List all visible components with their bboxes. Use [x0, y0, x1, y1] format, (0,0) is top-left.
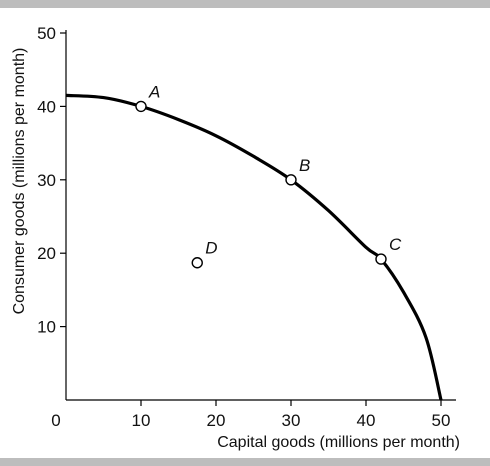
x-tick-label: 40: [357, 411, 376, 430]
point-b-label: B: [299, 156, 310, 175]
chart-svg: 0 10 20 30 40 50 10 20 30 40 50 A B C D Capital goods…: [11, 24, 460, 451]
axes: [65, 30, 456, 401]
ppf-curve: [65, 93, 443, 401]
point-a-marker: [135, 100, 147, 113]
point-d-marker: [191, 257, 203, 269]
chart-frame: 0 10 20 30 40 50 10 20 30 40 50 A B C D Capital goods…: [0, 8, 490, 458]
y-tick-label: 10: [37, 318, 56, 337]
ticks: [60, 32, 442, 406]
y-tick-label: 40: [37, 97, 56, 116]
y-tick-label: 30: [37, 171, 56, 190]
y-tick-label: 20: [37, 244, 56, 263]
points: A B C D: [135, 82, 402, 269]
point-c-marker: [375, 253, 387, 265]
point-d-label: D: [205, 239, 217, 258]
y-axis-title: Consumer goods (millions per month): [11, 48, 28, 315]
point-b-marker: [285, 174, 297, 186]
y-tick-label: 50: [37, 24, 56, 43]
x-tick-label: 20: [207, 411, 226, 430]
point-a-label: A: [148, 82, 160, 101]
x-tick-label: 50: [432, 411, 451, 430]
x-tick-label: 30: [282, 411, 301, 430]
x-tick-label: 10: [132, 411, 151, 430]
x-axis-title: Capital goods (millions per month): [217, 434, 460, 451]
tick-labels: 0 10 20 30 40 50 10 20 30 40 50: [37, 24, 450, 430]
x-tick-label: 0: [51, 411, 60, 430]
point-c-label: C: [389, 235, 402, 254]
